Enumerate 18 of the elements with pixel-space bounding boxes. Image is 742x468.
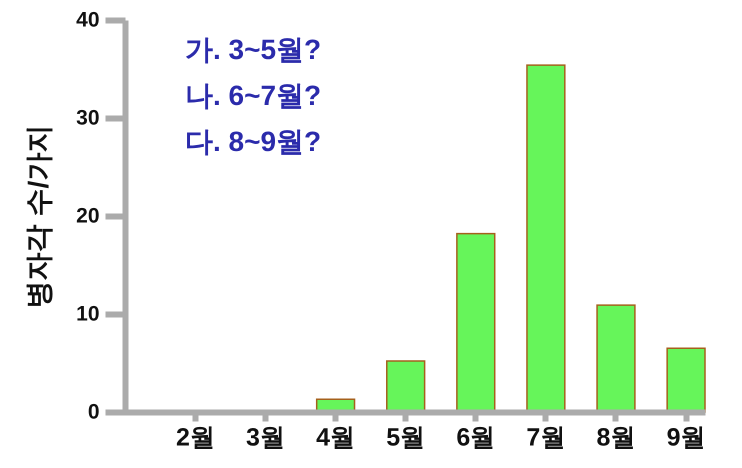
x-tick-label: 3월 xyxy=(246,424,285,452)
x-tick-label: 5월 xyxy=(386,424,426,452)
x-tick-label: 9월 xyxy=(666,424,706,452)
x-tick-label: 6월 xyxy=(456,424,496,452)
x-tick-label: 8월 xyxy=(596,424,636,452)
x-tick-label: 2월 xyxy=(176,424,215,452)
y-tick-label: 10 xyxy=(76,302,100,326)
y-tick-label: 40 xyxy=(76,8,100,32)
x-tick-label: 7월 xyxy=(526,424,566,452)
x-tick-label: 4월 xyxy=(316,424,356,452)
y-axis-title: 병자각 수/가지 xyxy=(23,124,54,308)
y-tick-label: 0 xyxy=(88,400,100,424)
annotation: 가. 3~5월? xyxy=(185,34,322,65)
annotation: 다. 8~9월? xyxy=(185,126,322,157)
y-tick-label: 20 xyxy=(76,204,100,228)
y-tick-label: 30 xyxy=(76,106,100,130)
bar xyxy=(666,348,706,413)
annotation: 나. 6~7월? xyxy=(185,80,322,111)
